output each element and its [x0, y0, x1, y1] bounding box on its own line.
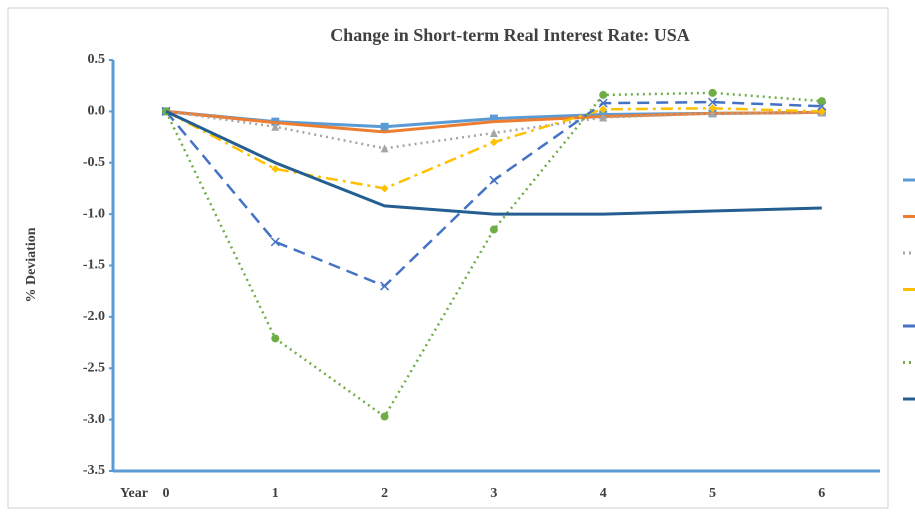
y-tick-label: 0.0 [88, 104, 106, 119]
marker [380, 144, 389, 153]
marker [271, 122, 280, 131]
y-tick-label: -3.0 [83, 412, 105, 427]
marker [598, 98, 608, 108]
y-tick-label: -3.5 [83, 463, 105, 478]
x-tick-label: 0 [163, 486, 170, 501]
marker [380, 281, 390, 291]
marker [489, 225, 498, 234]
x-tick-label: 5 [709, 486, 716, 501]
marker [489, 138, 498, 147]
marker [489, 175, 499, 185]
chart-frame [7, 7, 889, 509]
marker [817, 107, 826, 116]
y-tick-label: 0.5 [88, 52, 106, 67]
marker [380, 122, 389, 131]
x-tick-label: 1 [272, 486, 279, 501]
marker [271, 164, 280, 173]
marker [380, 412, 389, 421]
marker [271, 334, 280, 343]
x-tick-label: 6 [818, 486, 825, 501]
chart-title: Change in Short-term Real Interest Rate:… [330, 25, 690, 45]
x-axis-label: Year [120, 486, 148, 501]
y-tick-label: -0.5 [83, 155, 105, 170]
marker [599, 105, 608, 114]
marker [817, 97, 826, 106]
series-line [165, 109, 822, 134]
x-tick-label: 3 [490, 486, 497, 501]
x-tick-label: 2 [381, 486, 388, 501]
marker [380, 184, 389, 193]
marker [708, 88, 717, 97]
y-tick-label: -1.5 [83, 258, 105, 273]
y-tick-label: -2.5 [83, 360, 105, 375]
series-line [165, 110, 822, 216]
marker [707, 97, 718, 107]
y-tick-label: -1.0 [83, 206, 105, 221]
marker [270, 237, 280, 247]
marker [599, 113, 608, 122]
marker [489, 128, 498, 137]
y-tick-label: -2.0 [83, 309, 105, 324]
marker [599, 90, 608, 99]
marker [708, 109, 717, 118]
marker [708, 104, 717, 113]
marker [489, 114, 498, 123]
y-axis-label: % Deviation [24, 227, 39, 302]
x-tick-label: 4 [600, 486, 607, 501]
